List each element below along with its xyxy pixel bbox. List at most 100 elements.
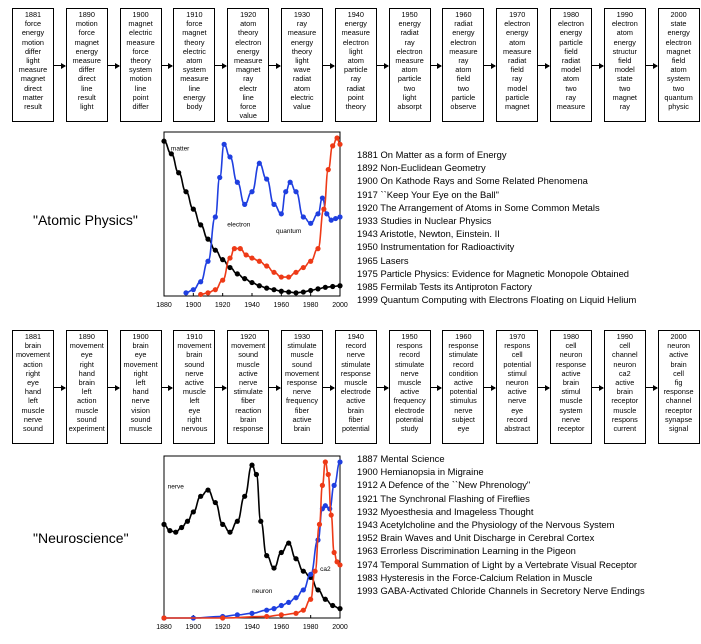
reference-item: 1900 On Kathode Rays and Some Related Ph… [357,175,588,187]
term-word: condition [448,368,478,378]
data-point-nerve [258,518,264,524]
term-word: force [24,19,42,29]
term-word: movement [15,350,51,360]
term-word: active [453,378,473,388]
term-word: nerve [185,368,204,378]
reference-item: 1920 The Arrangement of Atoms in Some Co… [357,201,600,213]
arrow-connector [592,62,604,69]
term-word: electron [235,37,262,47]
term-word: force [186,19,203,29]
data-point-neuron [286,599,292,605]
term-word: nerve [561,414,581,424]
arrow-connector [430,62,443,69]
term-word: active [346,396,366,406]
term-word: nerve [346,350,365,360]
term-word: ray [458,56,469,66]
term-word: potential [395,414,424,424]
term-word: vision [131,405,150,415]
term-word: record [345,341,367,351]
data-point-neuron [331,482,337,488]
arrow-connector [161,384,174,391]
term-word: movement [284,368,320,378]
term-word: measure [126,37,155,47]
data-point-neuron [264,607,270,613]
data-point-electron [319,195,325,201]
term-box-year: 1920 [240,10,257,19]
data-point-quantum [286,274,292,280]
data-point-nerve [198,493,204,499]
term-word: experiment [68,424,105,434]
data-point-electron [221,141,227,147]
term-word: energy [75,46,98,56]
term-word: active [184,378,204,388]
data-point-electron [249,189,255,195]
term-word: measure [18,65,48,75]
term-word: motion [75,19,98,29]
arrow-connector [376,384,389,391]
term-word: response [233,424,264,434]
data-point-matter [300,289,306,295]
term-word: electric [182,46,206,56]
term-box-1890: 1890 movement eye right hand brain left action m… [65,330,108,444]
term-box-year: 1980 [562,10,580,19]
term-word: respons [611,414,638,424]
term-word: light [26,56,40,66]
term-word: active [507,387,527,397]
data-point-ca2 [322,459,328,465]
term-word: muscle [21,405,45,415]
term-box-year: 1920 [240,332,257,341]
term-word: muscle [344,378,368,388]
data-point-quantum [237,246,243,252]
x-tick-label: 1940 [244,624,260,631]
term-word: energy [613,37,636,47]
neuroscience-panel: 1881 brain movement action right eye hand left m… [0,322,701,644]
term-word: stimulate [394,359,425,369]
term-box-year: 1970 [509,332,526,341]
data-point-ca2 [161,615,167,621]
term-word: nerve [292,387,312,397]
data-point-ca2 [328,512,334,518]
data-point-ca2 [316,521,323,527]
reference-item: 1999 Quantum Computing with Electrons Fl… [357,294,637,306]
term-word: cell [511,350,523,360]
arrow-connector [538,384,550,391]
term-word: quantum [664,92,693,102]
data-point-quantum [220,277,226,283]
term-word: eye [511,405,524,415]
data-point-matter [234,271,240,277]
neuroscience-term-row: 1881 brain movement action right eye hand left m… [0,322,701,444]
term-word: sound [23,424,43,434]
term-word: atom [509,37,526,47]
term-word: stimul [507,368,527,378]
term-word: brain [132,341,149,351]
data-point-matter [337,283,343,289]
term-word: electron [665,37,692,47]
atomic-physics-term-row: 1881 force energy motion differ light measure m… [0,0,701,122]
term-word: receptor [557,424,585,434]
term-word: stimulus [450,396,477,406]
term-word: reaction [235,405,262,415]
term-word: right [133,368,148,378]
term-box-1990: 1990 electron atom energy structur field model… [603,8,646,122]
term-word: atom [455,65,472,75]
term-word: muscle [129,424,153,434]
reference-item: 1943 Acetylcholine and the Physiology of… [357,519,615,531]
term-box-year: 1910 [186,332,203,341]
x-tick-label: 1920 [215,302,231,309]
term-word: muscle [75,405,99,415]
term-word: theory [184,37,205,47]
data-point-matter [271,287,277,293]
term-word: response [663,387,694,397]
term-word: radiat [561,56,581,66]
term-word: electric [129,28,153,38]
data-point-matter [220,257,226,263]
term-word: abstract [504,424,531,434]
series-line-matter [163,140,341,294]
term-word: body [186,102,203,112]
data-point-matter [264,285,270,291]
data-point-neuron [278,602,284,609]
term-box-2000: 2000 state energy electron magnet field atom sy… [657,8,700,122]
data-point-neuron [249,610,255,616]
arrow-connector [269,62,281,69]
term-word: radiat [508,56,527,66]
